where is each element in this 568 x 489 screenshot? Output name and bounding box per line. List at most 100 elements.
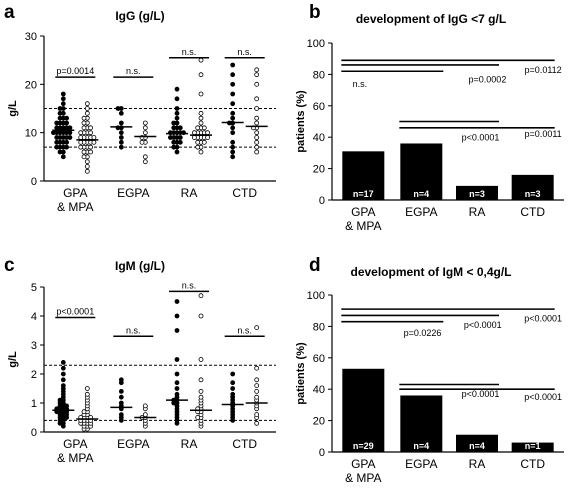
panel-d-bar-n-label: n=1 <box>525 441 541 451</box>
panel-c-data-point <box>230 391 236 397</box>
panel-a-data-point <box>171 125 177 131</box>
panel-d-category-label: CTD <box>520 457 545 471</box>
panel-c-data-point <box>230 371 236 377</box>
panel-c-data-point <box>198 394 204 400</box>
panel-c-data-point <box>60 371 66 377</box>
panel-a-data-point <box>118 130 124 136</box>
panel-a-data-point <box>81 154 87 160</box>
panel-a-data-point <box>67 130 73 136</box>
panel-a-data-point <box>230 130 236 136</box>
panel-a-data-point <box>198 72 204 78</box>
panel-a-data-point <box>171 120 177 126</box>
panel-a-panel-letter: a <box>4 2 15 23</box>
panel-a-data-point <box>88 144 94 150</box>
panel-a-data-point <box>60 101 66 107</box>
panel-d-significance-label: p<0.0001 <box>524 314 562 324</box>
panel-a-data-point <box>84 106 90 111</box>
panel-b-bar-n-label: n=3 <box>525 189 541 199</box>
panel-c-data-point <box>118 377 124 383</box>
panel-a-data-point <box>230 91 236 97</box>
panel-a-data-point <box>142 125 148 131</box>
panel-a-data-point <box>230 144 236 150</box>
panel-a-data-point <box>84 164 90 169</box>
panel-a-data-point <box>177 135 183 140</box>
panel-d-bar <box>456 434 498 452</box>
panel-a-data-point <box>195 139 201 145</box>
panel-c-data-point <box>174 299 180 304</box>
panel-a-data-point <box>118 144 124 150</box>
panel-d-significance-label: p<0.0001 <box>464 320 502 330</box>
panel-a-category-label: CTD <box>232 186 257 200</box>
panel-a-data-point <box>201 139 207 145</box>
panel-a-data-point <box>230 115 236 121</box>
panel-a-data-point <box>118 120 124 126</box>
panel-c-data-point <box>198 313 204 319</box>
panel-d-y-tick-label: 40 <box>313 384 325 396</box>
panel-a-data-point <box>118 139 124 145</box>
panel-b-bar-n-label: n=4 <box>413 189 429 199</box>
panel-a-data-point <box>78 135 84 140</box>
panel-b-bar <box>511 174 554 200</box>
panel-b-significance-label: p=0.0002 <box>469 74 507 84</box>
panel-b-category-label: RA <box>469 205 486 219</box>
panel-a-comparison-label: n.s. <box>126 66 141 76</box>
panel-d-bar <box>342 368 385 452</box>
panel-b-significance-label: p<0.0001 <box>462 132 500 142</box>
panel-a-data-point <box>230 154 236 160</box>
panel-a-y-axis-label: g/L <box>7 100 19 117</box>
panel-c-title: IgM (g/L) <box>115 259 165 273</box>
panel-a-data-point <box>230 81 236 87</box>
panel-a-data-point <box>54 125 60 131</box>
panel-b-panel-letter: b <box>309 2 321 23</box>
panel-b-category-label: & MPA <box>345 219 381 233</box>
panel-c-data-point <box>81 409 87 415</box>
panel-c-data-point <box>230 380 236 386</box>
panel-c-y-axis-label: g/L <box>7 351 19 368</box>
panel-a-comparison-label: n.s. <box>237 47 252 57</box>
panel-a-y-tick-label: 30 <box>25 31 37 43</box>
panel-a-data-point <box>230 72 236 78</box>
panel-c-data-point <box>254 377 260 383</box>
panel-d-category-label: & MPA <box>345 471 381 485</box>
panel-c-data-point <box>174 391 180 397</box>
panel-b-y-tick-label: 80 <box>313 69 325 81</box>
panel-a-data-point <box>64 115 70 121</box>
panel-c-data-point <box>174 328 180 333</box>
panel-c-comparison-label: n.s. <box>126 325 141 335</box>
panel-c-y-tick-label: 3 <box>31 340 37 352</box>
panel-c-comparison-label: n.s. <box>237 325 252 335</box>
panel-c-y-tick-label: 1 <box>31 398 37 410</box>
panel-a-data-point <box>230 62 236 68</box>
panel-a-data-point <box>54 139 60 145</box>
panel-c-data-point <box>254 325 260 331</box>
panel-a-comparison-label: n.s. <box>182 47 197 57</box>
panel-a-data-point <box>54 135 60 140</box>
panel-c-data-point <box>198 293 204 299</box>
panel-b-y-axis-label: patients (%) <box>295 90 307 153</box>
panel-a-data-point <box>198 57 204 63</box>
panel-d-significance-label: p=0.0226 <box>404 328 442 338</box>
panel-b-title: development of IgG <7 g/L <box>356 12 506 26</box>
panel-a-data-point <box>174 106 180 111</box>
panel-b-category-label: CTD <box>520 205 545 219</box>
panel-d-category-label: GPA <box>351 457 375 471</box>
panel-a-data-point <box>64 139 70 145</box>
panel-a-data-point <box>78 144 84 150</box>
panel-c-data-point <box>64 403 70 409</box>
panel-d-y-tick-label: 80 <box>313 321 325 333</box>
panel-a-data-point <box>198 91 204 97</box>
panel-d-panel-letter: d <box>309 255 321 276</box>
panel-a-data-point <box>177 139 183 145</box>
panel-a-data-point <box>254 144 260 150</box>
panel-a-data-point <box>201 125 207 131</box>
panel-a-data-point <box>174 115 180 121</box>
panel-a-data-point <box>174 86 180 92</box>
panel-a-data-point <box>171 144 177 150</box>
panel-c-data-point <box>198 357 204 362</box>
panel-a-data-point <box>81 125 87 131</box>
panel-c-data-point <box>118 394 124 400</box>
panel-c-y-tick-label: 2 <box>31 369 37 381</box>
panel-a-data-point <box>230 125 236 131</box>
panel-b-y-tick-label: 0 <box>319 195 325 207</box>
